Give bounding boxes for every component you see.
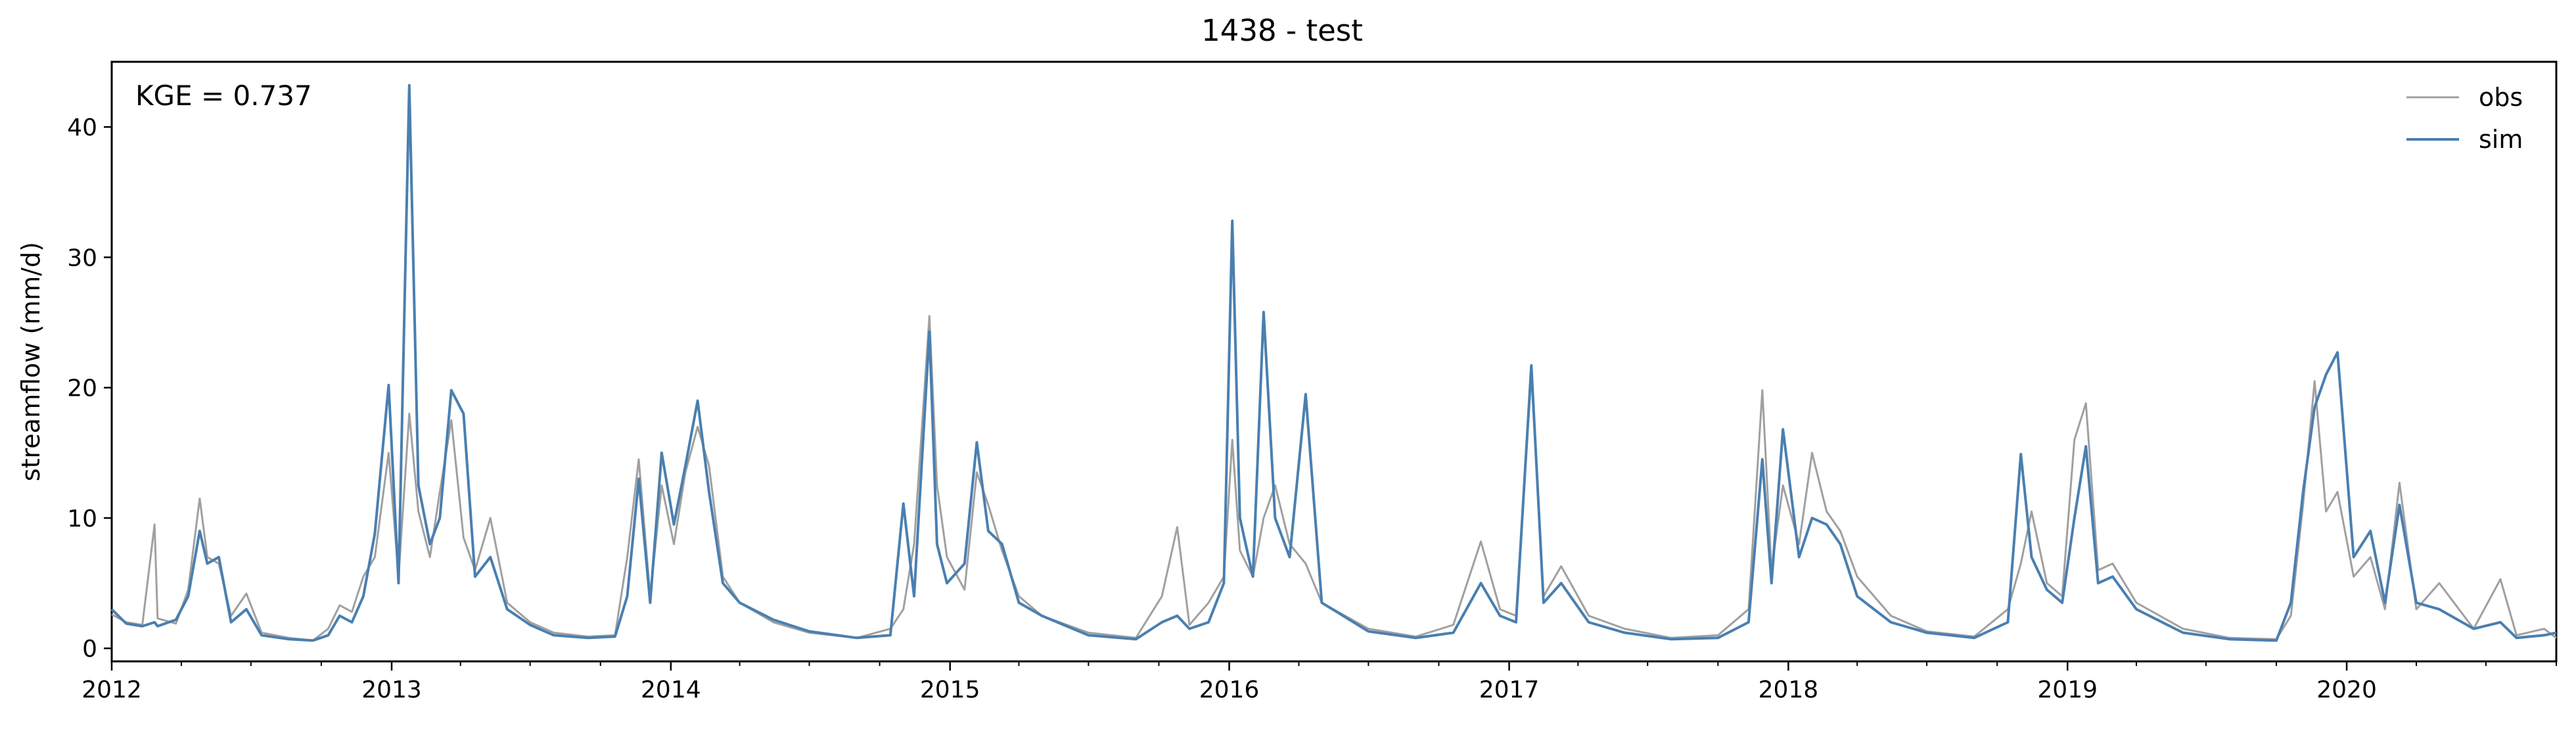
x-tick-label: 2016 xyxy=(1199,676,1260,703)
y-axis-label: streamflow (mm/d) xyxy=(16,242,45,481)
x-tick-label: 2012 xyxy=(81,676,142,703)
chart-title: 1438 - test xyxy=(1201,13,1363,48)
x-tick-label: 2014 xyxy=(641,676,701,703)
x-tick-label: 2015 xyxy=(920,676,980,703)
x-tick-label: 2013 xyxy=(361,676,422,703)
y-tick-label: 10 xyxy=(67,506,97,533)
x-tick-label: 2020 xyxy=(2316,676,2377,703)
legend-label-sim: sim xyxy=(2479,125,2523,154)
x-tick-label: 2017 xyxy=(1479,676,1540,703)
legend-label-obs: obs xyxy=(2479,83,2523,112)
y-tick-label: 30 xyxy=(67,245,97,272)
x-tick-label: 2019 xyxy=(2037,676,2098,703)
y-tick-label: 40 xyxy=(67,114,97,141)
kge-annotation: KGE = 0.737 xyxy=(135,80,312,112)
y-tick-label: 0 xyxy=(82,636,97,663)
x-tick-label: 2018 xyxy=(1759,676,1819,703)
y-tick-label: 20 xyxy=(67,375,97,402)
